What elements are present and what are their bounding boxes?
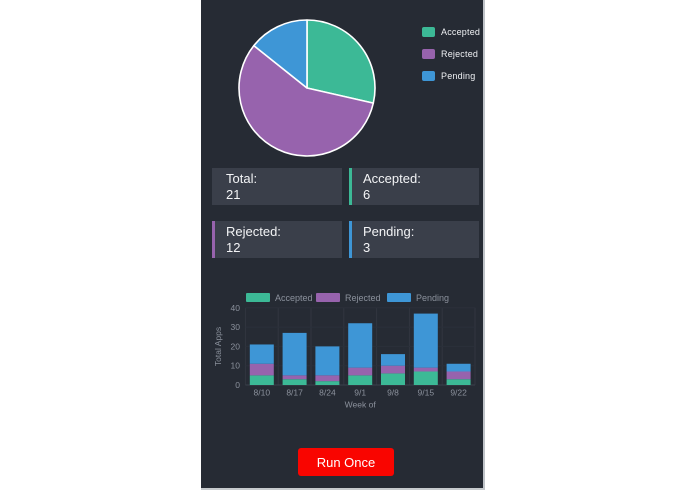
bar-segment-rejected [282,375,307,380]
pie-legend-item-pending: Pending [422,71,480,81]
x-tick-label: 9/8 [387,388,399,398]
accepted-swatch-icon [422,27,435,37]
bar-segment-rejected [381,365,405,374]
y-tick-label: 10 [231,361,241,371]
pie-legend-label: Pending [441,71,476,81]
pie-slice-accepted [306,19,376,104]
stat-card-total: Total: 21 [212,168,342,205]
y-tick-label: 0 [235,380,240,390]
pending-swatch-icon [422,71,435,81]
bar-segment-pending [315,346,340,376]
bar-legend-pending-swatch-icon [387,293,411,302]
bar-segment-pending [249,344,274,364]
x-axis-title: Week of [345,400,377,410]
stat-value: 21 [226,187,241,202]
stat-value: 3 [363,240,371,255]
bar-segment-accepted [413,371,438,385]
bar-segment-accepted [446,379,471,385]
pie-legend-label: Accepted [441,27,481,37]
pie-legend: Accepted Rejected Pending [422,27,480,81]
stat-card-accepted: Accepted: 6 [349,168,479,205]
bar-legend-label: Rejected [345,293,381,303]
bar-segment-accepted [381,373,405,385]
x-tick-label: 8/17 [286,388,303,398]
bar-segment-rejected [413,367,438,372]
bar-segment-rejected [315,375,340,382]
stat-label: Total: [226,171,258,186]
bar-segment-accepted [348,375,373,385]
stat-label: Accepted: [363,171,421,186]
pie-legend-item-rejected: Rejected [422,49,480,59]
bar-segment-rejected [249,363,274,376]
x-tick-label: 9/15 [418,388,435,398]
y-axis-title: Total Apps [213,327,223,366]
y-tick-label: 30 [231,322,241,332]
x-tick-label: 9/1 [354,388,366,398]
bar-segment-pending [446,363,471,372]
y-tick-label: 20 [231,341,241,351]
pie-chart [238,19,376,157]
bar-legend-label: Accepted [275,293,313,303]
bar-legend-rejected-swatch-icon [316,293,340,302]
bar-segment-accepted [249,375,274,385]
pie-legend-item-accepted: Accepted [422,27,480,37]
x-tick-label: 8/24 [319,388,336,398]
stat-card-pending: Pending: 3 [349,221,479,258]
bar-segment-pending [282,332,307,376]
rejected-swatch-icon [422,49,435,59]
stat-label: Rejected: [226,224,281,239]
bar-segment-rejected [348,367,373,376]
pie-slice-pending [253,19,308,89]
pie-slice-rejected [238,44,375,157]
pie-legend-label: Rejected [441,49,479,59]
bar-segment-pending [413,313,438,368]
stat-label: Pending: [363,224,415,239]
stacked-bar-chart: Accepted Rejected Pending 0 10 20 30 40 8/10 8/17… [213,293,476,410]
x-tick-label: 8/10 [254,388,271,398]
y-tick-label: 40 [231,303,241,313]
bar-legend-accepted-swatch-icon [246,293,270,302]
stats-grid: Total: 21 Accepted: 6 Rejected: 12 Pendi… [212,168,479,258]
stat-value: 12 [226,240,241,255]
bar-legend-label: Pending [416,293,449,303]
app-panel: Accepted Rejected Pending Total: 21 Acce… [201,0,485,490]
bar-segment-accepted [282,379,307,385]
bar-segment-rejected [446,371,471,380]
bar-segment-pending [348,323,373,368]
run-once-button[interactable]: Run Once [298,448,394,476]
stat-card-rejected: Rejected: 12 [212,221,342,258]
stat-value: 6 [363,187,371,202]
x-tick-label: 9/22 [450,388,467,398]
bar-segment-accepted [315,381,340,385]
bar-segment-pending [381,354,405,366]
